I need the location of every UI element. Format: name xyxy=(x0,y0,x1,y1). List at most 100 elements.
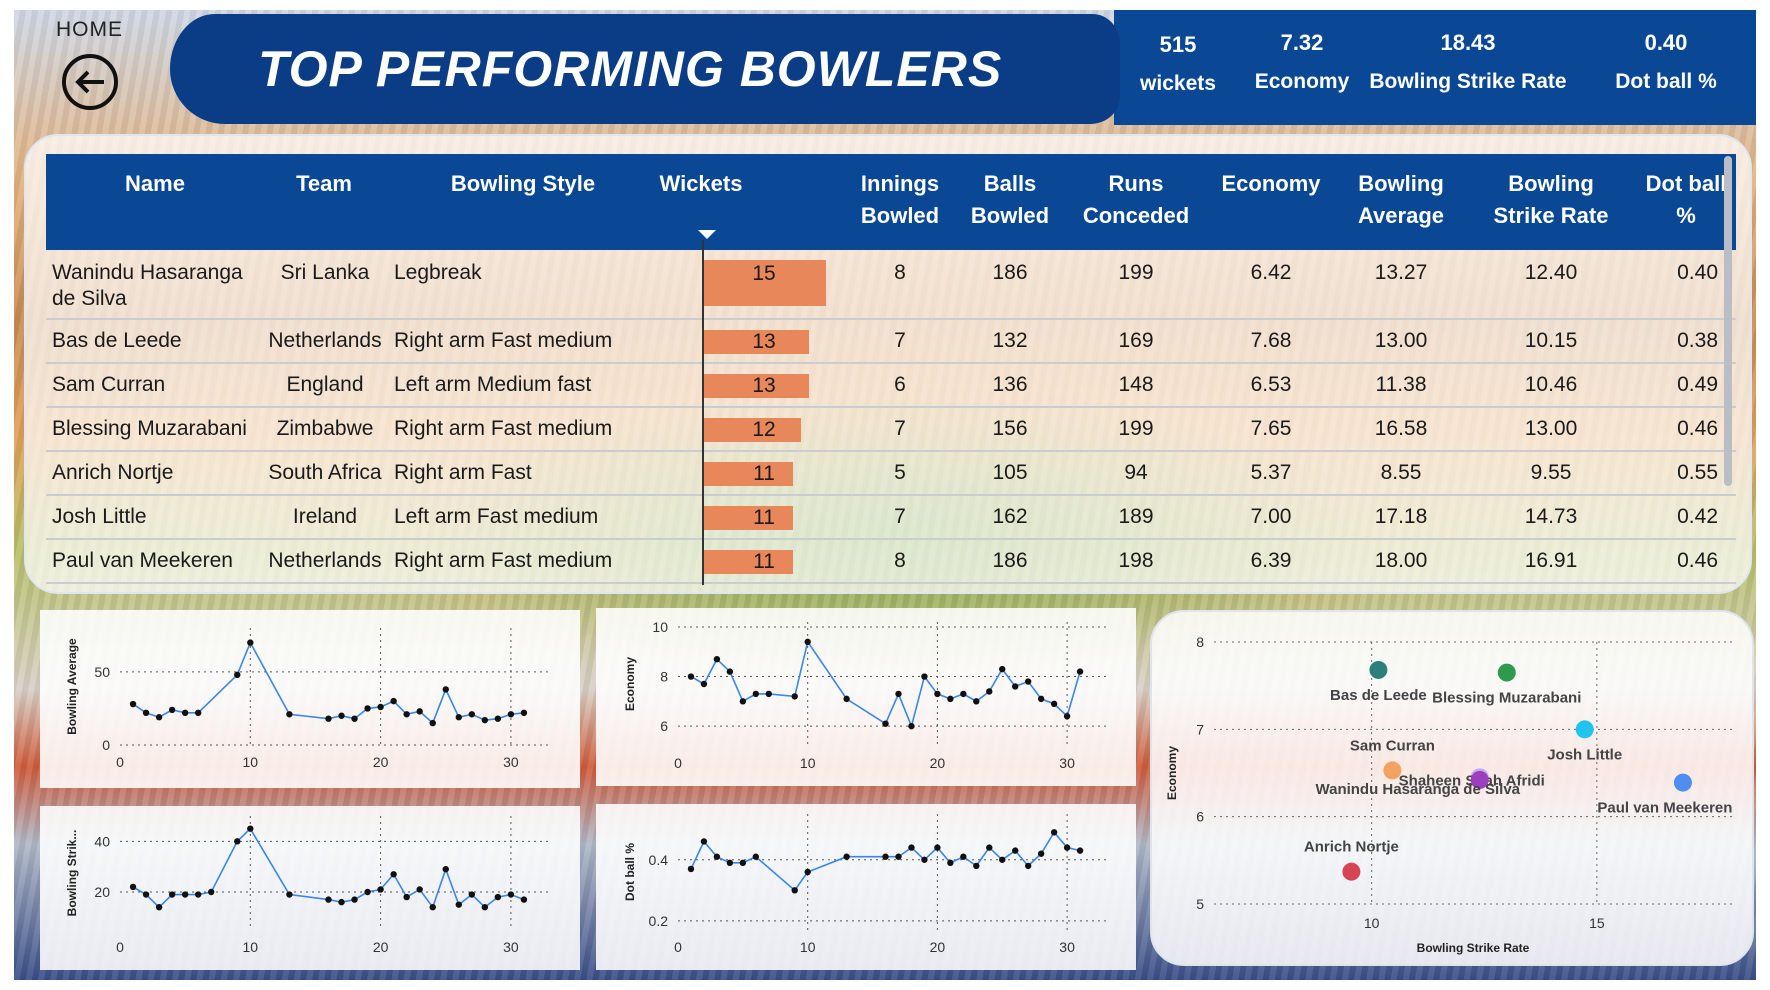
data-point xyxy=(168,891,176,898)
data-point xyxy=(986,844,993,851)
data-point xyxy=(687,673,695,680)
cell-runs: 148 xyxy=(1118,373,1154,396)
data-point xyxy=(403,711,410,718)
cell-runs: 199 xyxy=(1118,261,1154,284)
x-tick-label: 0 xyxy=(674,939,682,955)
col-header-name[interactable]: Name xyxy=(125,171,185,196)
x-tick-label: 10 xyxy=(800,939,816,955)
kpi-label: Bowling Strike Rate xyxy=(1369,70,1567,93)
series-line xyxy=(132,827,525,909)
table-row[interactable]: Anrich Nortje South Africa Right arm Fast 5… xyxy=(46,452,1736,496)
data-point xyxy=(1024,862,1032,870)
col-header-innings[interactable]: Innings Bowled xyxy=(860,171,940,228)
data-point xyxy=(1037,850,1045,857)
cell-name: Bas de Leede xyxy=(52,329,182,352)
cell-wickets: 15 xyxy=(752,262,776,285)
cell-wickets: 11 xyxy=(753,506,775,529)
x-tick-label: 20 xyxy=(373,939,389,955)
series-line xyxy=(132,640,525,725)
data-point xyxy=(791,693,798,700)
y-tick-label: 8 xyxy=(1196,634,1204,650)
bowlers-table: Name Team Bowling Style Wickets Innings … xyxy=(24,134,1752,594)
col-header-balls[interactable]: Balls Bowled xyxy=(970,171,1050,228)
x-tick-label: 30 xyxy=(1059,755,1075,771)
cell-innings: 5 xyxy=(894,461,906,484)
cell-name: Josh Little xyxy=(52,505,147,528)
data-point xyxy=(986,688,993,695)
data-point xyxy=(429,904,436,911)
table-row[interactable]: Paul van Meekeren Netherlands Right arm Fa… xyxy=(46,540,1736,584)
data-point xyxy=(882,720,889,727)
y-tick-label: 10 xyxy=(652,619,668,635)
cell-innings: 7 xyxy=(894,329,906,352)
cell-innings: 8 xyxy=(894,261,906,284)
dot-ball-chart: 0.2 0.4 0 10 20 30 Dot ball % xyxy=(596,804,1136,970)
data-point xyxy=(194,891,202,898)
scatter-point xyxy=(1575,720,1594,739)
cell-balls: 162 xyxy=(992,505,1028,528)
data-point xyxy=(1076,847,1084,854)
table-row[interactable]: Bas de Leede Netherlands Right arm Fast me… xyxy=(46,320,1736,364)
table-row[interactable]: Sam Curran England Left arm Medium fast 6 13… xyxy=(46,364,1736,408)
wickets-bar xyxy=(702,418,802,442)
table-header: Name Team Bowling Style Wickets Innings … xyxy=(46,154,1736,250)
col-header-wickets[interactable]: Wickets xyxy=(659,171,743,196)
data-point xyxy=(713,656,721,663)
table-row[interactable]: Wanindu Hasaranga de Silva Sri Lanka Legbr… xyxy=(46,252,1736,320)
data-point xyxy=(1063,844,1071,851)
table-row[interactable]: Josh Little Ireland Left arm Fast medium 7 1… xyxy=(46,496,1736,540)
data-point xyxy=(713,853,721,860)
sort-desc-icon[interactable] xyxy=(698,230,716,239)
cell-strike-rate: 9.55 xyxy=(1530,461,1572,484)
data-point xyxy=(520,896,528,903)
cell-bowling-style: Right arm Fast medium xyxy=(394,417,613,440)
scatter-point xyxy=(1470,770,1489,789)
series-line xyxy=(690,639,1081,729)
cell-strike-rate: 16.91 xyxy=(1524,549,1578,572)
scatter-point xyxy=(1497,663,1516,682)
cell-average: 18.00 xyxy=(1374,549,1428,572)
data-point xyxy=(390,871,397,878)
col-header-average[interactable]: Bowling Average xyxy=(1357,171,1444,228)
cell-bowling-style: Legbreak xyxy=(394,261,482,284)
cell-average: 13.27 xyxy=(1374,261,1428,284)
cell-innings: 7 xyxy=(894,505,906,528)
table-scrollbar[interactable] xyxy=(1724,156,1732,486)
data-point xyxy=(468,891,476,898)
col-header-team[interactable]: Team xyxy=(296,171,352,196)
data-point xyxy=(155,714,163,721)
data-point xyxy=(1012,683,1019,690)
cell-balls: 136 xyxy=(992,373,1028,396)
wickets-bar xyxy=(702,260,826,306)
cell-bowling-style: Right arm Fast medium xyxy=(394,549,613,572)
data-point xyxy=(247,825,254,832)
data-point xyxy=(726,859,734,867)
scatter-point-label: Bas de Leede xyxy=(1330,687,1427,704)
cell-name: Paul van Meekeren xyxy=(52,549,233,572)
data-point xyxy=(921,673,928,680)
x-tick-label: 10 xyxy=(1364,915,1380,931)
cell-strike-rate: 12.40 xyxy=(1524,261,1578,284)
scatter-point-label: Anrich Nortje xyxy=(1304,839,1399,856)
cell-economy: 7.65 xyxy=(1250,417,1292,440)
y-tick-label: 0.4 xyxy=(649,852,669,868)
y-tick-label: 20 xyxy=(94,884,110,900)
col-header-runs[interactable]: Runs Conceded xyxy=(1082,171,1190,228)
table-row[interactable]: Blessing Muzarabani Zimbabwe Right arm Fas… xyxy=(46,408,1736,452)
data-point xyxy=(752,853,760,860)
data-point xyxy=(999,665,1006,673)
data-point xyxy=(416,886,423,893)
data-point xyxy=(129,883,137,891)
data-point xyxy=(442,686,449,693)
x-tick-label: 0 xyxy=(674,755,682,771)
data-point xyxy=(739,698,747,705)
col-header-dot-ball[interactable]: Dot ball % xyxy=(1645,171,1727,228)
col-header-economy[interactable]: Economy xyxy=(1221,171,1321,196)
y-tick-label: 0.2 xyxy=(649,913,669,929)
data-point xyxy=(895,690,902,698)
col-header-strike-rate[interactable]: Bowling Strike Rate xyxy=(1493,171,1609,228)
col-header-style[interactable]: Bowling Style xyxy=(450,171,596,196)
data-point xyxy=(843,695,850,703)
home-back-button[interactable] xyxy=(62,54,118,110)
kpi-value: 7.32 xyxy=(1280,30,1324,55)
